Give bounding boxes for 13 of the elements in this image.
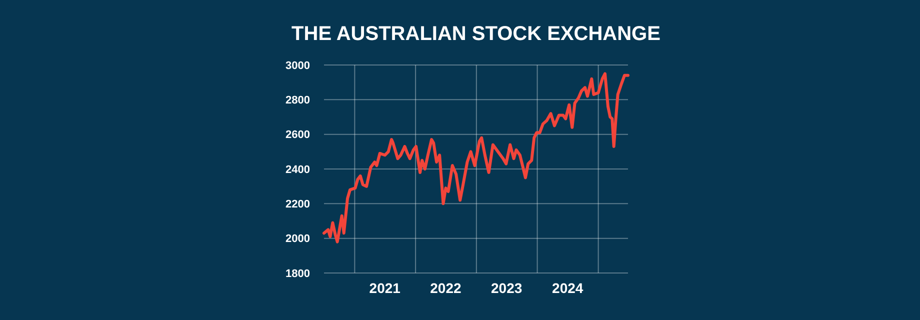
y-tick-label: 2800 [286, 94, 310, 107]
y-tick-label: 2600 [286, 129, 310, 142]
y-tick-label: 3000 [286, 60, 310, 72]
y-tick-label: 2200 [286, 198, 310, 211]
y-tick-label: 2000 [286, 233, 310, 246]
line-series [322, 72, 630, 244]
x-tick-label: 2024 [552, 280, 584, 296]
y-tick-label: 2400 [286, 164, 310, 176]
chart-title: THE AUSTRALIAN STOCK EXCHANGE [292, 23, 660, 45]
x-tick-label: 2023 [491, 280, 522, 296]
x-tick-label: 2022 [430, 280, 462, 296]
y-tick-label: 1800 [286, 268, 310, 280]
x-tick-label: 2021 [369, 280, 401, 296]
